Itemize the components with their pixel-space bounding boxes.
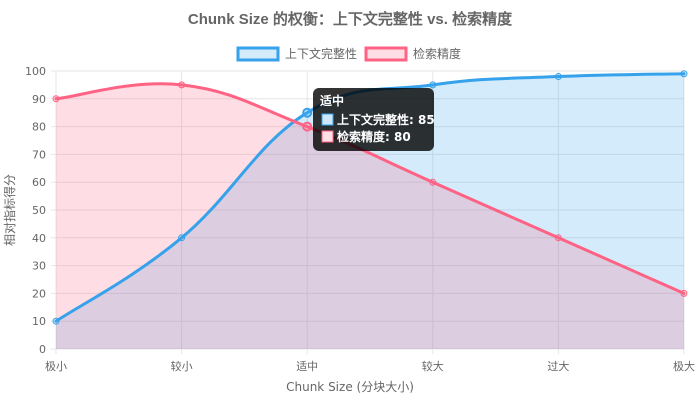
x-tick-label: 较小 [171,359,193,373]
tooltip-title: 适中 [320,93,344,108]
data-point [52,95,60,103]
series-area-1 [56,83,684,350]
tooltip-swatch-series-0 [321,113,334,126]
legend: 上下文完整性 检索精度 [236,46,461,62]
legend-label: 检索精度 [413,46,461,61]
data-point [178,81,186,89]
data-point [554,73,562,81]
series-layer [52,70,688,350]
legend-item-series-0[interactable]: 上下文完整性 [236,46,357,62]
y-tick-label: 10 [32,315,46,328]
legend-swatch [236,46,280,62]
y-tick-label: 40 [32,232,46,245]
series-area-0 [56,73,684,349]
x-axis-title: Chunk Size (分块大小) [286,380,414,394]
tooltip-background [313,88,434,151]
legend-label: 上下文完整性 [285,46,357,61]
data-point [680,289,688,297]
data-point [554,234,562,242]
data-point [302,121,313,132]
data-point [52,317,60,325]
y-axis-title: 相对指标得分 [2,174,17,246]
y-tick-label: 90 [32,93,46,106]
y-tick-label: 60 [32,176,46,189]
y-tick-label: 20 [32,287,46,300]
gridlines [51,70,685,354]
legend-swatch [364,46,408,62]
x-tick-label: 较大 [422,359,444,373]
data-point [302,107,313,118]
data-point [429,178,437,186]
y-tick-label: 100 [25,65,46,78]
tooltip-swatch-series-1 [321,130,334,143]
y-axis-ticks: 0 10 20 30 40 50 60 70 80 90 100 [25,65,46,356]
legend-item-series-1[interactable]: 检索精度 [364,46,461,62]
x-tick-label: 适中 [296,360,318,373]
chart-title: Chunk Size 的权衡：上下文完整性 vs. 检索精度 [188,10,513,28]
y-tick-label: 30 [32,260,46,273]
y-tick-label: 70 [32,148,46,161]
data-point [429,81,437,89]
x-tick-label: 极小 [45,359,67,373]
series-line-1 [54,82,686,295]
y-tick-label: 0 [39,343,46,356]
tooltip-line-series-0: 上下文完整性: 85 [337,112,435,127]
data-point [680,70,688,78]
x-axis-ticks: 极小 较小 适中 较大 过大 极大 [45,359,695,373]
tooltip: 适中 上下文完整性: 85 检索精度: 80 [313,88,435,151]
y-tick-label: 50 [32,204,46,217]
data-point [178,234,186,242]
x-tick-label: 极大 [673,359,695,373]
y-tick-label: 80 [32,121,46,134]
x-tick-label: 过大 [547,359,569,373]
tooltip-line-series-1: 检索精度: 80 [337,129,411,144]
